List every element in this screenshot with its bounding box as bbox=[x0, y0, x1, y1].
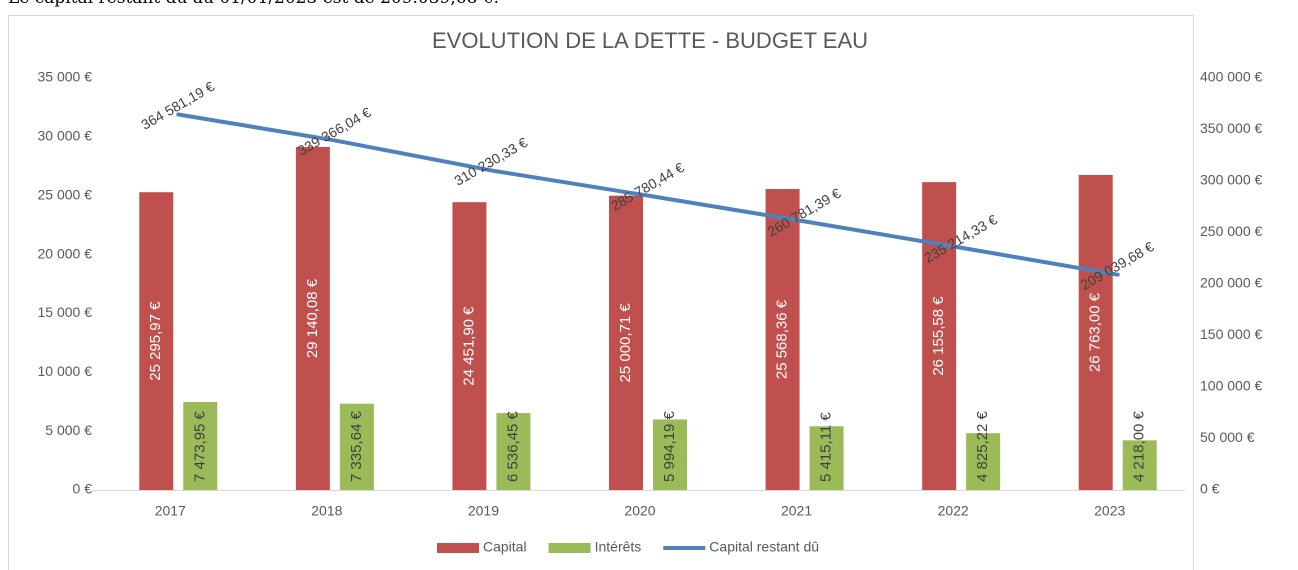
y2-tick-label: 0 € bbox=[1200, 481, 1220, 497]
bar-value-label: 7 473,95 € bbox=[191, 410, 208, 482]
bar-value-label: 26 763,00 € bbox=[1087, 292, 1104, 372]
legend-label: Intérêts bbox=[595, 539, 642, 555]
x-tick-label: 2018 bbox=[311, 503, 342, 519]
y2-tick-label: 150 000 € bbox=[1200, 326, 1262, 342]
bar bbox=[765, 189, 800, 491]
y-tick-label: 30 000 € bbox=[38, 128, 93, 144]
y2-tick-label: 50 000 € bbox=[1200, 429, 1255, 445]
bar-value-label: 4 825,22 € bbox=[974, 410, 991, 482]
bar bbox=[1078, 174, 1113, 491]
bar-value-label: 26 155,58 € bbox=[930, 296, 947, 376]
bar-value-label: 25 568,36 € bbox=[774, 299, 791, 379]
y2-tick-label: 200 000 € bbox=[1200, 275, 1262, 291]
bar bbox=[452, 202, 487, 490]
legend-swatch bbox=[437, 543, 479, 553]
bar bbox=[295, 146, 330, 491]
bar bbox=[139, 192, 174, 491]
x-tick-label: 2023 bbox=[1094, 503, 1125, 519]
intro-text: Le capital restant dû au 01/01/2023 est … bbox=[8, 0, 499, 8]
bar-value-label: 29 140,08 € bbox=[304, 278, 321, 358]
bar bbox=[809, 426, 844, 490]
bar bbox=[183, 402, 218, 490]
y2-tick-label: 250 000 € bbox=[1200, 223, 1262, 239]
legend-label: Capital restant dû bbox=[709, 539, 819, 555]
y2-tick-label: 350 000 € bbox=[1200, 120, 1262, 136]
y-tick-label: 0 € bbox=[73, 481, 93, 497]
y2-tick-label: 300 000 € bbox=[1200, 172, 1262, 188]
bar-value-label: 5 994,19 € bbox=[661, 410, 678, 482]
x-tick-label: 2021 bbox=[781, 503, 812, 519]
bar-value-label: 24 451,90 € bbox=[460, 306, 477, 386]
y-tick-label: 10 000 € bbox=[38, 363, 93, 379]
x-tick-label: 2020 bbox=[624, 503, 655, 519]
y-tick-label: 5 000 € bbox=[45, 422, 92, 438]
bar bbox=[609, 195, 643, 490]
y2-tick-label: 100 000 € bbox=[1200, 378, 1262, 394]
bar bbox=[966, 433, 1001, 490]
bar bbox=[653, 419, 687, 490]
y2-tick-label: 400 000 € bbox=[1200, 69, 1262, 85]
bar bbox=[922, 182, 957, 491]
legend-swatch bbox=[548, 543, 591, 553]
x-tick-label: 2019 bbox=[468, 503, 499, 519]
x-tick-label: 2017 bbox=[155, 503, 186, 519]
y-tick-label: 35 000 € bbox=[38, 69, 93, 85]
x-tick-label: 2022 bbox=[938, 503, 969, 519]
chart-title: EVOLUTION DE LA DETTE - BUDGET EAU bbox=[432, 28, 868, 53]
legend-label: Capital bbox=[483, 539, 527, 555]
bar-value-label: 7 335,64 € bbox=[348, 410, 365, 482]
bar bbox=[496, 413, 531, 490]
y-tick-label: 25 000 € bbox=[38, 186, 93, 202]
bar-value-label: 25 000,71 € bbox=[617, 303, 634, 383]
bar-value-label: 6 536,45 € bbox=[504, 410, 521, 482]
y-tick-label: 20 000 € bbox=[38, 245, 93, 261]
bar-value-label: 4 218,00 € bbox=[1131, 410, 1148, 482]
bar bbox=[1122, 440, 1157, 490]
bar bbox=[339, 403, 374, 490]
bar-value-label: 25 295,97 € bbox=[147, 301, 164, 381]
y-tick-label: 15 000 € bbox=[38, 304, 93, 320]
line bbox=[176, 112, 1120, 277]
bar-value-label: 5 415,11 € bbox=[818, 412, 835, 482]
